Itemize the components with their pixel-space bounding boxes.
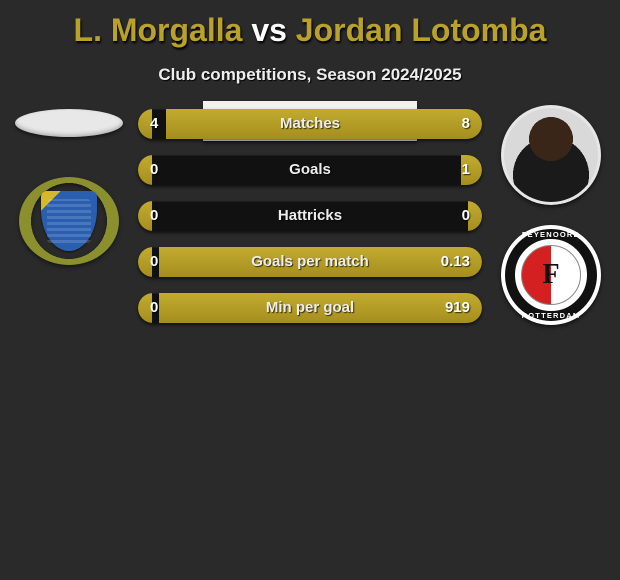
stat-bar: 01Goals: [138, 155, 482, 185]
stat-label: Min per goal: [138, 293, 482, 323]
stat-label: Goals: [138, 155, 482, 185]
player2-club-badge: F: [501, 225, 601, 325]
player1-club-badge: [19, 177, 119, 265]
club-center: F: [521, 245, 581, 305]
stat-bar: 48Matches: [138, 109, 482, 139]
page-title: L. Morgalla vs Jordan Lotomba: [0, 0, 620, 49]
vs-text: vs: [251, 12, 287, 48]
stat-bar: 00Hattricks: [138, 201, 482, 231]
stat-label: Goals per match: [138, 247, 482, 277]
stat-bars: 48Matches 01Goals 00Hattricks 00.13Goals pe…: [138, 109, 482, 339]
stat-bar: 00.13Goals per match: [138, 247, 482, 277]
right-column: F: [490, 101, 612, 325]
stat-label: Hattricks: [138, 201, 482, 231]
left-column: [8, 101, 130, 265]
player1-name: L. Morgalla: [74, 12, 243, 48]
stat-bar: 0919Min per goal: [138, 293, 482, 323]
stat-label: Matches: [138, 109, 482, 139]
player1-photo-placeholder: [15, 109, 123, 137]
subtitle: Club competitions, Season 2024/2025: [0, 65, 620, 85]
club-letter: F: [542, 259, 559, 291]
player2-name: Jordan Lotomba: [296, 12, 547, 48]
shield-icon: [41, 191, 97, 251]
player2-photo: [501, 105, 601, 205]
main-stage: F 48Matches 01Goals 00Hattricks 00.13Goals …: [0, 101, 620, 441]
